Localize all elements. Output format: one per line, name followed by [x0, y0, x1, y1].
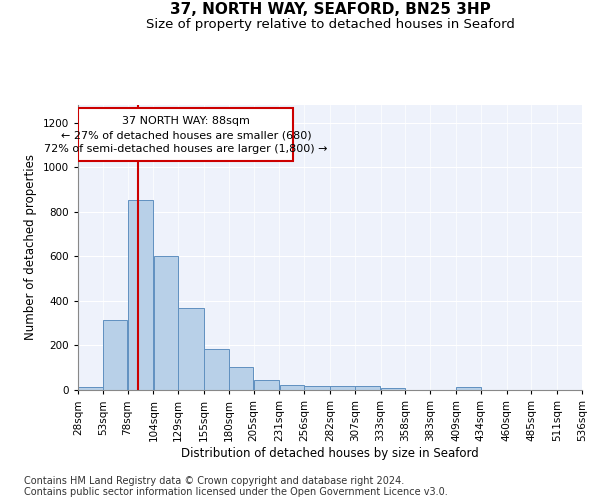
Bar: [79, 108, 293, 160]
Bar: [254, 380, 279, 390]
Bar: [229, 366, 253, 390]
Y-axis label: Number of detached properties: Number of detached properties: [24, 154, 37, 340]
Text: Distribution of detached houses by size in Seaford: Distribution of detached houses by size …: [181, 448, 479, 460]
Bar: [78, 386, 103, 390]
Text: Contains public sector information licensed under the Open Government Licence v3: Contains public sector information licen…: [24, 487, 448, 497]
Text: ← 27% of detached houses are smaller (680): ← 27% of detached houses are smaller (68…: [61, 130, 311, 140]
Bar: [204, 349, 229, 390]
Bar: [154, 256, 178, 390]
Bar: [330, 386, 355, 390]
Text: 72% of semi-detached houses are larger (1,800) →: 72% of semi-detached houses are larger (…: [44, 144, 328, 154]
Bar: [456, 388, 481, 390]
Bar: [128, 200, 153, 390]
Bar: [355, 386, 380, 390]
Text: 37 NORTH WAY: 88sqm: 37 NORTH WAY: 88sqm: [122, 116, 250, 126]
Bar: [178, 308, 204, 390]
Text: Size of property relative to detached houses in Seaford: Size of property relative to detached ho…: [146, 18, 514, 31]
Bar: [280, 385, 304, 390]
Bar: [103, 320, 127, 390]
Bar: [381, 388, 405, 390]
Text: 37, NORTH WAY, SEAFORD, BN25 3HP: 37, NORTH WAY, SEAFORD, BN25 3HP: [170, 2, 490, 18]
Bar: [304, 386, 330, 390]
Text: Contains HM Land Registry data © Crown copyright and database right 2024.: Contains HM Land Registry data © Crown c…: [24, 476, 404, 486]
